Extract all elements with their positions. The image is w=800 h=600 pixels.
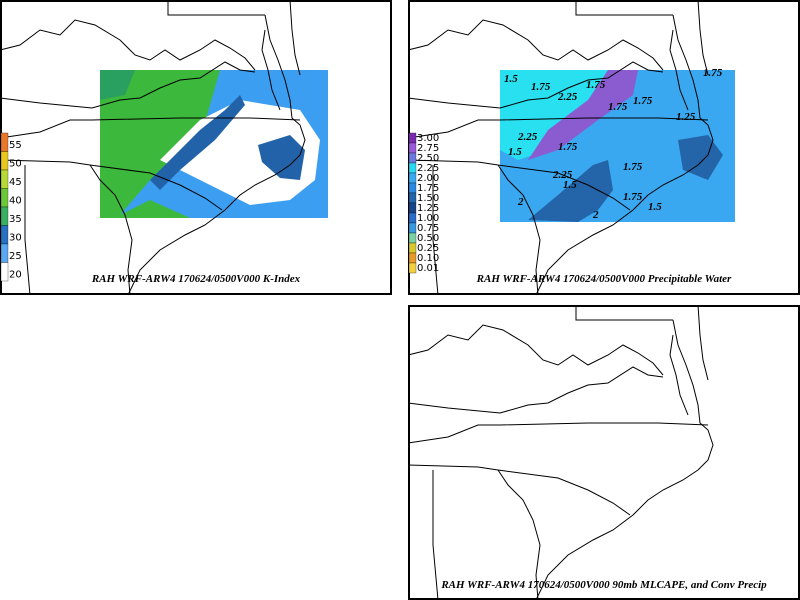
contour-label: 1.75 [531,81,551,93]
legend-swatch [0,262,9,282]
shade [528,160,613,222]
caption: RAH WRF-ARW4 170624/0500V000 K-Index [91,273,301,285]
legend-swatch [0,225,9,245]
legend-label: 55 [9,140,22,151]
legend-label: 30 [9,232,22,243]
legend-label: 20 [9,269,22,280]
legend-swatch [0,206,9,226]
pw-panel: 3.002.752.502.252.001.751.501.251.000.75… [407,0,800,296]
legend-label: 50 [9,158,22,169]
shade [160,100,320,205]
legend-label: 2.00 [417,173,439,184]
legend-swatch [0,188,9,208]
legend-swatch [408,252,417,264]
legend-swatch [0,169,9,189]
legend-swatch [0,151,9,171]
legend-label: 0.25 [417,243,439,254]
legend-label: 2.50 [417,153,439,164]
panel-frame [408,305,800,600]
contour-label: 2.25 [552,169,573,181]
legend-swatch [408,192,417,204]
legend-swatch [408,132,417,144]
legend-label: 1.00 [417,213,439,224]
contour-label: 1.75 [623,191,643,203]
color-legend: 3.002.752.502.252.001.751.501.251.000.75… [408,132,439,274]
color-legend: 55 50 45 40 35 30 25 20 [0,132,22,282]
legend-swatch [408,232,417,244]
contour-label: 1.75 [558,141,578,153]
shade [150,95,245,190]
legend-swatch [408,162,417,174]
legend-swatch [408,242,417,254]
legend-swatch [408,212,417,224]
contour-label: 1.25 [676,111,696,123]
legend-label: 3.00 [417,133,439,144]
caption: RAH WRF-ARW4 170624/0500V000 Precipitabl… [476,273,732,285]
mlcape-panel: RAH WRF-ARW4 170624/0500V000 90mb MLCAPE… [407,304,800,600]
legend-label: 1.75 [417,183,439,194]
caption: RAH WRF-ARW4 170624/0500V000 90mb MLCAPE… [440,579,767,591]
legend-swatch [0,132,9,152]
contour-label: 1.5 [504,73,518,85]
legend-label: 0.50 [417,233,439,244]
legend-label: 0.10 [417,253,439,264]
legend-label: 1.25 [417,203,439,214]
legend-swatch [408,222,417,234]
legend-label: 35 [9,214,22,225]
legend-label: 45 [9,177,22,188]
legend-swatch [0,243,9,263]
legend-label: 40 [9,195,22,206]
legend-label: 0.01 [417,263,439,274]
legend-label: 2.25 [417,163,439,174]
contour-label: 2 [592,209,599,221]
contour-label: 1.75 [586,79,606,91]
legend-swatch [408,172,417,184]
contour-label: 1.5 [648,201,662,213]
k-index-panel: 55 50 45 40 35 30 25 20 RAH WRF-ARW4 170624/050… [0,0,392,296]
contour-label: 1.75 [633,95,653,107]
legend-label: 25 [9,251,22,262]
shade [528,70,638,160]
shade [258,135,305,180]
legend-swatch [408,182,417,194]
legend-swatch [408,142,417,154]
contour-label: 1.75 [703,67,723,79]
legend-swatch [408,152,417,164]
contour-label: 1.75 [623,161,643,173]
legend-swatch [408,202,417,214]
legend-label: 2.75 [417,143,439,154]
legend-label: 0.75 [417,223,439,234]
contour-label: 1.5 [508,146,522,158]
contour-label: 2.25 [517,131,538,143]
contour-label: 1.75 [608,101,628,113]
contour-labels: 1.51.752.251.751.752.251.751.751.51.7521… [504,67,723,221]
shade [500,70,613,160]
contour-label: 1.5 [563,179,577,191]
shade [678,135,723,180]
contour-label: 2 [517,196,524,208]
legend-label: 1.50 [417,193,439,204]
shade [100,70,135,100]
legend-swatch [408,262,417,274]
contour-label: 2.25 [557,91,578,103]
